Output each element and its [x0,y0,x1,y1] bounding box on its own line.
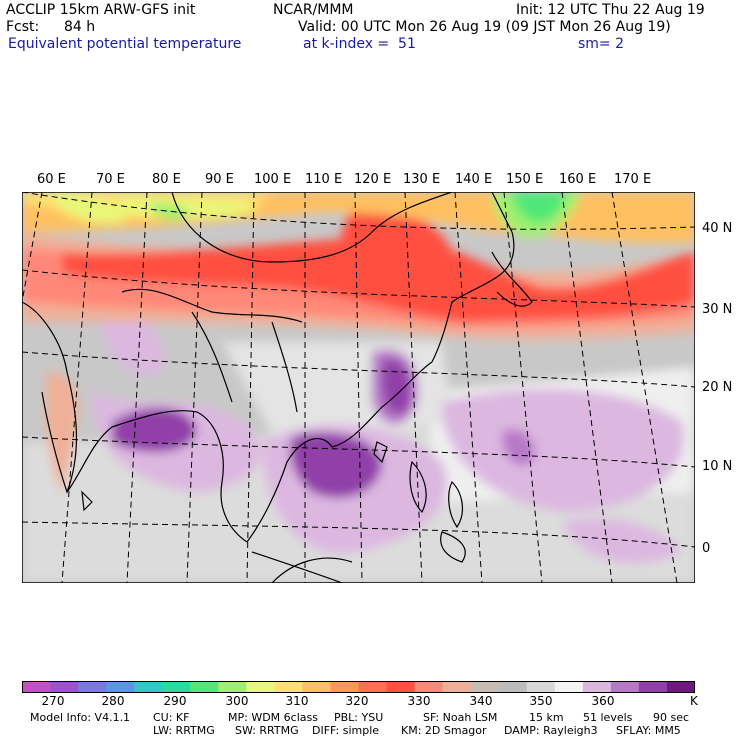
level-info: at k-index = 51 [303,36,416,52]
colorbar-swatch [666,681,695,693]
lon-label: 130 E [403,172,441,187]
grid-spacing: 15 km [529,711,564,724]
colorbar-swatch [274,681,303,693]
colorbar-swatch [442,681,472,693]
longwave-scheme: LW: RRTMG [153,724,215,737]
damping-scheme: DAMP: Rayleigh3 [504,724,598,737]
smoothing-info: sm= 2 [578,36,625,52]
colorbar-swatch [498,681,528,693]
colorbar-border [22,681,695,693]
surface-scheme: SF: Noah LSM [423,711,498,724]
colorbar-swatch [302,681,331,693]
graticule [22,192,695,583]
colorbar-swatch [106,681,135,693]
colorbar-tick: 280 [101,694,125,708]
pbl-scheme: PBL: YSU [334,711,384,724]
colorbar-swatch [330,681,359,693]
colorbar-tick: 360 [591,694,615,708]
colorbar-swatch [526,681,556,693]
lon-label: 80 E [152,172,181,187]
colorbar-swatch [414,681,444,693]
lon-label: 90 E [205,172,234,187]
lat-label: 10 N [702,459,733,474]
colorbar-tick: 290 [163,694,187,708]
lon-label: 150 E [506,172,544,187]
vertical-levels: 51 levels [583,711,633,724]
lat-label: 30 N [702,302,733,317]
lon-label: 120 E [354,172,392,187]
field-shading [22,192,695,583]
colorbar-swatch [190,681,219,693]
forecast-label: Fcst: [6,19,40,35]
lon-label: 160 E [559,172,597,187]
colorbar-tick: 340 [469,694,493,708]
colorbar-swatch [134,681,163,693]
colorbar-swatch [638,681,668,693]
colorbar-tick: 310 [285,694,309,708]
model-version: Model Info: V4.1.1 [30,711,131,724]
colorbar-tick: 350 [529,694,553,708]
colorbar-tick: 300 [225,694,249,708]
colorbar-swatch [386,681,416,693]
colorbar [22,681,695,693]
lon-label: 110 E [305,172,343,187]
colorbar-swatch [218,681,247,693]
lon-label: 60 E [37,172,66,187]
model-title: ACCLIP 15km ARW-GFS init [6,2,196,18]
lon-label: 70 E [96,172,125,187]
colorbar-swatch [162,681,191,693]
shortwave-scheme: SW: RRTMG [235,724,299,737]
theta-e-map [22,192,695,583]
diffusion-scheme: DIFF: simple [312,724,380,737]
field-name: Equivalent potential temperature [8,36,242,52]
colorbar-unit: K [690,694,698,708]
colorbar-swatch [22,681,51,693]
lon-label: 100 E [254,172,292,187]
cumulus-scheme: CU: KF [153,711,190,724]
microphysics-scheme: MP: WDM 6class [228,711,318,724]
colorbar-tick: 330 [407,694,431,708]
colorbar-swatch [78,681,107,693]
colorbar-swatch [610,681,640,693]
lat-label: 0 [702,541,711,556]
lat-label: 20 N [702,380,733,395]
colorbar-tick: 270 [41,694,65,708]
surface-layer-scheme: SFLAY: MM5 [616,724,681,737]
lon-label: 140 E [455,172,493,187]
valid-time: Valid: 00 UTC Mon 26 Aug 19 (09 JST Mon … [298,19,671,35]
colorbar-swatch [50,681,79,693]
forecast-hour: 84 h [64,19,96,35]
lon-label: 170 E [614,172,652,187]
km-scheme: KM: 2D Smagor [401,724,487,737]
init-time: Init: 12 UTC Thu 22 Aug 19 [516,2,705,18]
colorbar-tick: 320 [345,694,369,708]
colorbar-swatch [358,681,388,693]
lat-label: 40 N [702,221,733,236]
time-step: 90 sec [653,711,690,724]
colorbar-swatch [582,681,612,693]
coastlines [22,192,533,583]
colorbar-swatch [470,681,500,693]
organization: NCAR/MMM [273,2,354,18]
colorbar-swatch [246,681,275,693]
colorbar-swatch [554,681,584,693]
